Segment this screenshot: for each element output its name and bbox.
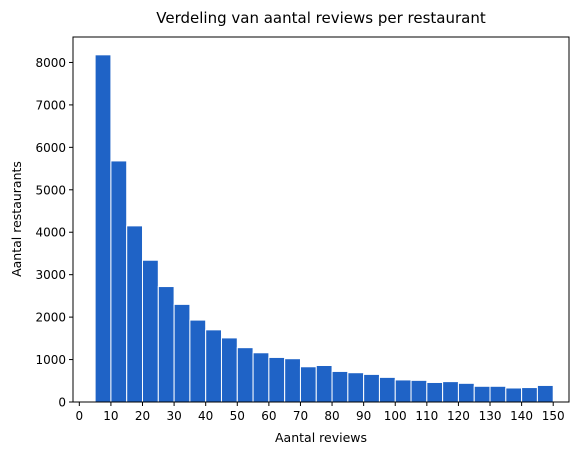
y-tick-label: 1000 [35, 353, 66, 367]
histogram-bar [536, 384, 554, 403]
x-tick-label: 90 [356, 409, 371, 423]
histogram-bar [315, 365, 333, 403]
x-tick-label: 0 [75, 409, 83, 423]
histogram-bar [173, 303, 191, 403]
histogram-bar [236, 347, 254, 403]
x-tick-label: 110 [415, 409, 438, 423]
y-axis-ticks: 0 1000 2000 3000 4000 5000 6000 7000 8000 [35, 56, 73, 410]
x-axis-ticks: 0 10 20 30 40 50 60 70 80 90 100 110 120 130 140 150 [75, 402, 565, 423]
histogram-bar [489, 385, 507, 403]
bars-group [94, 54, 554, 403]
histogram-bar [157, 286, 175, 403]
y-axis-label: Aantal restaurants [9, 161, 24, 277]
histogram-bar [94, 54, 112, 403]
histogram-bar [505, 387, 523, 403]
y-tick-label: 4000 [35, 226, 66, 240]
histogram-bar [299, 366, 317, 403]
histogram-bar [110, 160, 128, 403]
histogram-bar [331, 370, 349, 403]
histogram-bar [457, 382, 475, 403]
histogram-bar [268, 356, 286, 403]
x-tick-label: 120 [447, 409, 470, 423]
x-tick-label: 100 [384, 409, 407, 423]
histogram-bar [284, 358, 301, 403]
x-tick-label: 40 [198, 409, 213, 423]
x-tick-label: 10 [103, 409, 118, 423]
histogram-bar [220, 337, 238, 403]
y-tick-label: 8000 [35, 56, 66, 70]
y-tick-label: 2000 [35, 311, 66, 325]
x-tick-label: 30 [166, 409, 181, 423]
y-tick-label: 5000 [35, 183, 66, 197]
histogram-bar [363, 373, 380, 403]
histogram-bar [205, 329, 222, 403]
x-tick-label: 70 [293, 409, 308, 423]
histogram-bar [410, 379, 428, 403]
histogram-bar [142, 259, 159, 403]
histogram-bar [126, 225, 144, 403]
histogram-bar [378, 376, 396, 403]
x-tick-label: 60 [261, 409, 276, 423]
x-tick-label: 20 [135, 409, 150, 423]
histogram-bar [442, 381, 459, 403]
y-tick-label: 0 [58, 396, 66, 410]
histogram-bar [394, 379, 412, 403]
x-tick-label: 50 [230, 409, 245, 423]
x-tick-label: 130 [479, 409, 502, 423]
y-tick-label: 6000 [35, 141, 66, 155]
histogram-bar [426, 381, 444, 403]
histogram-bar [521, 387, 538, 403]
histogram-bar [252, 352, 270, 403]
x-axis-label: Aantal reviews [275, 430, 367, 445]
x-tick-label: 80 [324, 409, 339, 423]
histogram-bar [347, 372, 365, 403]
y-tick-label: 3000 [35, 268, 66, 282]
x-tick-label: 140 [510, 409, 533, 423]
y-tick-label: 7000 [35, 98, 66, 112]
chart-title: Verdeling van aantal reviews per restaur… [156, 9, 486, 27]
plot-frame [72, 36, 570, 403]
histogram-bar [189, 319, 207, 403]
x-tick-label: 150 [542, 409, 565, 423]
histogram-bar [473, 385, 491, 403]
